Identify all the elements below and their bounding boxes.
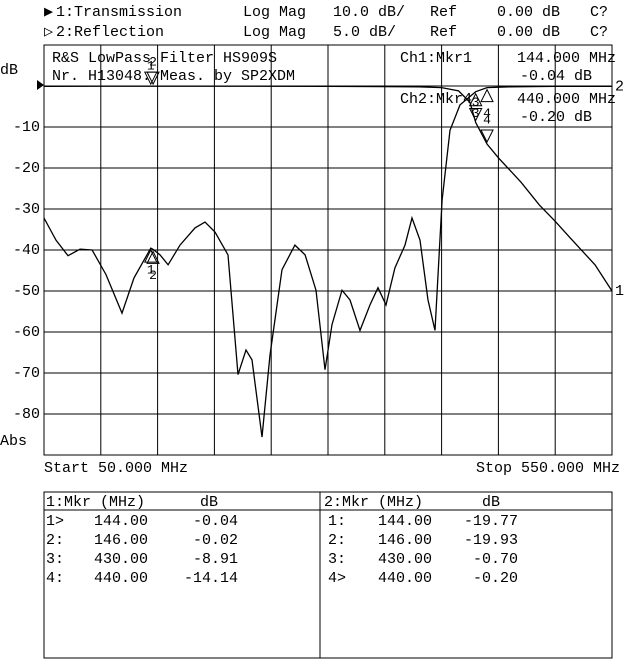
table-frequency: 430.00 (378, 551, 432, 568)
channel-format: Log Mag (243, 4, 306, 21)
marker-triangle (468, 92, 483, 107)
chart-title: R&S LowPass Filter HS909S (52, 50, 277, 67)
table-value: -8.91 (193, 551, 238, 568)
y-tick-label: -10 (13, 119, 40, 136)
table-tag: 3: (46, 551, 64, 568)
marker-number: 1 (147, 263, 155, 278)
y-tick-label: -80 (13, 406, 40, 423)
trace (43, 85, 613, 292)
table-frequency: 146.00 (378, 532, 432, 549)
readout-frequency: 144.000 MHz (517, 50, 616, 67)
y-tick-label: -30 (13, 201, 40, 218)
trace-label: 2 (615, 78, 624, 95)
trace-label: 1 (615, 283, 624, 300)
table-tag: 4> (328, 570, 346, 587)
channel-ref-value: 0.00 dB (497, 24, 560, 41)
ref-position-arrow (37, 80, 44, 90)
marker-number: 1 (147, 59, 155, 74)
y-tick-label: -50 (13, 283, 40, 300)
table-header: 2:Mkr (MHz) (324, 494, 423, 511)
channel-flag: C? (590, 24, 608, 41)
chart-subtitle: Nr. H13048. Meas. by SP2XDM (52, 68, 295, 85)
table-frequency: 440.00 (378, 570, 432, 587)
channel-ref-value: 0.00 dB (497, 4, 560, 21)
table-value: -0.20 (473, 570, 518, 587)
marker-number: 3 (472, 95, 480, 110)
marker-number: 4 (483, 106, 491, 121)
y-tick-label: -70 (13, 365, 40, 382)
table-value: -19.77 (464, 513, 518, 530)
table-header: 1:Mkr (MHz) (46, 494, 145, 511)
channel-scale: 5.0 dB/ (333, 24, 396, 41)
table-value: -0.02 (193, 532, 238, 549)
y-unit: dB (0, 62, 18, 79)
table-frequency: 430.00 (94, 551, 148, 568)
marker-number: 2 (149, 55, 157, 70)
active-indicator: ▶ (44, 4, 53, 21)
y-tick-label: -60 (13, 324, 40, 341)
marker-triangle (480, 129, 494, 144)
table-header: dB (200, 494, 218, 511)
readout-value: -0.20 dB (520, 109, 592, 126)
marker-number: 2 (149, 268, 157, 283)
x-stop-label: Stop 550.000 MHz (476, 460, 620, 477)
channel-name: 2:Reflection (56, 24, 164, 41)
table-value: -0.70 (473, 551, 518, 568)
channel-scale: 10.0 dB/ (333, 4, 405, 21)
readout-frequency: 440.000 MHz (517, 91, 616, 108)
marker-number: 4 (483, 112, 491, 127)
x-start-label: Start 50.000 MHz (44, 460, 188, 477)
marker-triangle (143, 248, 158, 263)
table-frequency: 440.00 (94, 570, 148, 587)
channel-flag: C? (590, 4, 608, 21)
marker-triangle (480, 88, 494, 103)
y-tick-label: -40 (13, 242, 40, 259)
marker-number: 3 (472, 106, 480, 121)
readout-marker: Ch1:Mkr1 (400, 50, 472, 67)
table-tag: 2: (328, 532, 346, 549)
channel-ref: Ref (430, 24, 457, 41)
marker-triangle (146, 250, 160, 264)
table-value: -0.04 (193, 513, 238, 530)
readout-value: -0.04 dB (520, 68, 592, 85)
inactive-indicator: ▷ (44, 24, 53, 41)
y-tick-label: -20 (13, 160, 40, 177)
table-tag: 2: (46, 532, 64, 549)
y-footer: Abs (0, 433, 27, 450)
table-value: -14.14 (184, 570, 238, 587)
channel-format: Log Mag (243, 24, 306, 41)
channel-ref: Ref (430, 4, 457, 21)
table-tag: 1: (328, 513, 346, 530)
table-header: dB (482, 494, 500, 511)
trace (43, 85, 612, 438)
table-tag: 1> (46, 513, 64, 530)
marker-table (43, 491, 613, 659)
channel-name: 1:Transmission (56, 4, 182, 21)
marker-triangle (468, 108, 483, 122)
table-tag: 4: (46, 570, 64, 587)
table-frequency: 146.00 (94, 532, 148, 549)
table-value: -19.93 (464, 532, 518, 549)
table-tag: 3: (328, 551, 346, 568)
table-frequency: 144.00 (94, 513, 148, 530)
marker-triangle (146, 71, 160, 86)
table-frequency: 144.00 (378, 513, 432, 530)
readout-marker: Ch2:Mkr4 (400, 91, 472, 108)
